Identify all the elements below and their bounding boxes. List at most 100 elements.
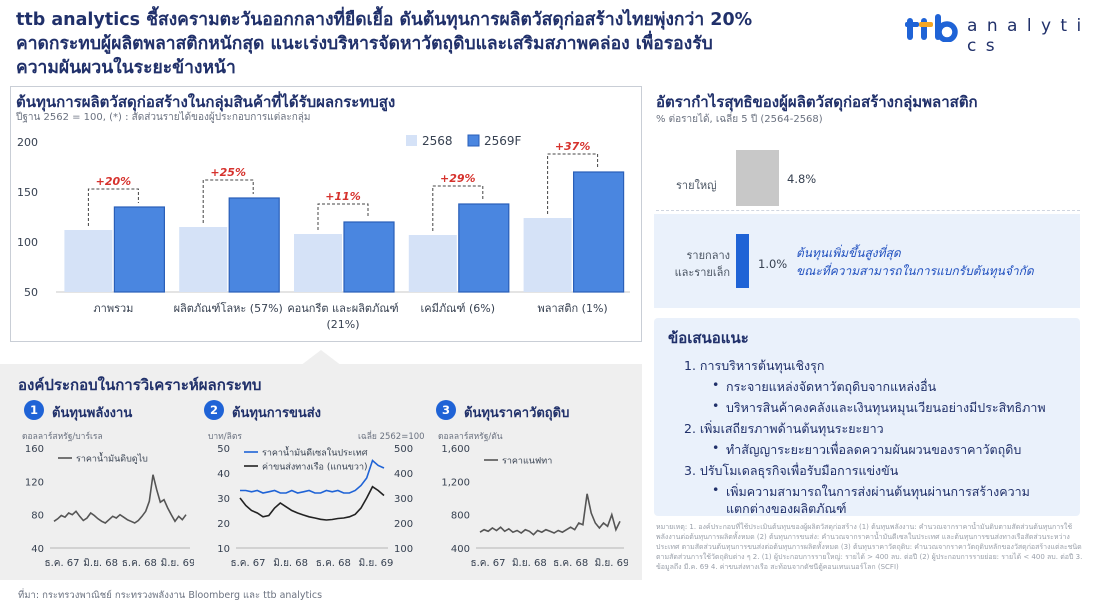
y-tick-label: 800 — [451, 511, 470, 522]
bar-2568 — [408, 235, 457, 292]
rec-3-bullet-2: แตกต่างของผลิตภัณฑ์ — [726, 501, 847, 516]
headline-line-1: ttb analytics ชี้สงครามตะวันออกกลางที่ยื… — [16, 10, 753, 30]
y-tick-label: 1,600 — [441, 444, 470, 455]
series-line — [240, 459, 385, 494]
change-bracket — [547, 153, 599, 214]
bar-2568 — [523, 218, 572, 292]
badge-3: 3 — [436, 400, 456, 420]
large-producer-value: 4.8% — [787, 172, 817, 186]
bar-2568 — [64, 230, 113, 292]
recommendations-panel — [654, 318, 1080, 516]
rec-2: 2. เพิ่มเสถียรภาพด้านต้นทุนระยะยาว — [684, 421, 884, 436]
change-bracket — [202, 179, 254, 223]
callout-pointer — [300, 350, 342, 366]
components-panel — [0, 350, 642, 580]
rec-1: 1. การบริหารต้นทุนเชิงรุก — [684, 358, 825, 373]
components-title: องค์ประกอบในการวิเคราะห์ผลกระทบ — [18, 376, 262, 394]
y-tick-label: 100 — [17, 236, 38, 249]
margin-separator — [656, 210, 1080, 211]
change-label: +25% — [210, 166, 246, 179]
transport-note: เฉลี่ย 2562=100 — [358, 432, 425, 442]
x-tick-label: ธ.ค. 68 — [553, 558, 588, 569]
legend-label: ราคาแนฟทา — [502, 457, 552, 467]
y-tick-label: 30 — [217, 494, 230, 505]
headline-line-3: ความผันผวนในระยะข้างหน้า — [16, 58, 236, 78]
y-tick-label: 400 — [451, 544, 470, 555]
change-label: +37% — [555, 140, 591, 153]
y-tick-label: 40 — [31, 544, 44, 555]
cost-bar-chart: 50 100 150 200 +20% ภาพรวม +25% ผลิตภัณฑ์โลหะ (… — [17, 134, 630, 331]
small-producer-box — [654, 214, 1080, 308]
small-producer-value: 1.0% — [758, 257, 788, 271]
energy-title: ต้นทุนพลังงาน — [52, 406, 133, 421]
margin-callout-2: ขณะที่ความสามารถในการแบกรับต้นทุนจำกัด — [796, 264, 1034, 278]
source-note: ที่มา: กระทรวงพาณิชย์ กระทรวงพลังงาน Blo… — [18, 590, 323, 601]
ttb-logo-icon — [905, 14, 958, 43]
bar-2569f — [343, 221, 395, 293]
material-unit: ดอลลาร์สหรัฐ/ตัน — [438, 432, 503, 442]
x-tick-label: มิ.ย. 68 — [273, 558, 308, 569]
bar-2568 — [179, 227, 228, 292]
legend-label: 2568 — [422, 134, 453, 148]
x-tick-label: มิ.ย. 69 — [359, 558, 394, 569]
x-tick-label: ธ.ค. 68 — [316, 558, 351, 569]
x-tick-label: มิ.ย. 69 — [161, 558, 194, 569]
rec-3: 3. ปรับโมเดลธุรกิจเพื่อรับมือการแข่งขัน — [684, 463, 899, 478]
material-line-chart: 400 800 1,200 1,600 ธ.ค. 67 มิ.ย. 68 ธ.ค. 68 มิ… — [441, 444, 628, 569]
change-bracket — [432, 185, 484, 231]
bar-2569f — [458, 203, 510, 293]
change-label: +29% — [440, 172, 476, 185]
margin-subtitle: % ต่อรายได้, เฉลี่ย 5 ปี (2564-2568) — [656, 114, 823, 125]
rec-bullet-dot: • — [712, 398, 720, 413]
x-tick-label: ธ.ค. 67 — [470, 558, 505, 569]
ttb-logo: a n a l y t i c s — [905, 12, 1090, 56]
series-line — [53, 474, 187, 524]
headline-line-2: คาดกระทบผู้ผลิตพลาสติกหนักสุด แนะเร่งบริ… — [16, 34, 713, 54]
change-bracket — [87, 188, 139, 226]
badge-2: 2 — [204, 400, 224, 420]
bar-2569f — [572, 171, 625, 293]
category-label: คอนกรีต และผลิตภัณฑ์ — [287, 302, 398, 315]
bar-2568 — [294, 234, 342, 292]
material-title: ต้นทุนราคาวัตถุดิบ — [464, 406, 570, 421]
margin-title: อัตรากำไรสุทธิของผู้ผลิตวัสดุก่อสร้างกลุ… — [656, 93, 978, 111]
legend-label: ค่าขนส่งทางเรือ (แกนขวา) — [262, 462, 368, 473]
category-label: ผลิตภัณฑ์โลหะ (57%) — [174, 301, 283, 315]
category-label: พลาสติก (1%) — [537, 302, 607, 315]
rec-1-bullet-2: บริหารสินค้าคงคลังและเงินทุนหมุนเวียนอย่… — [726, 400, 1046, 415]
y-tick-label: 160 — [25, 444, 44, 455]
y2-tick-label: 400 — [394, 469, 413, 480]
change-bracket — [317, 203, 369, 230]
y-tick-label: 120 — [25, 477, 44, 488]
transport-title: ต้นทุนการขนส่ง — [232, 406, 321, 421]
category-label: ภาพรวม — [93, 302, 133, 315]
badge-1: 1 — [24, 400, 44, 420]
y-tick-label: 40 — [217, 469, 230, 480]
large-producer-label: รายใหญ่ — [676, 179, 717, 192]
category-label: เคมีภัณฑ์ (6%) — [421, 302, 496, 315]
transport-unit: บาท/ลิตร — [208, 432, 242, 442]
series-line — [239, 485, 385, 521]
recommendations-title: ข้อเสนอแนะ — [668, 329, 749, 347]
y2-tick-label: 100 — [394, 544, 413, 555]
y-tick-label: 20 — [217, 519, 230, 530]
y2-tick-label: 200 — [394, 519, 413, 530]
cost-panel-subtitle: ปีฐาน 2562 = 100, (*) : สัดส่วนรายได้ของ… — [16, 112, 311, 123]
large-producer-bar — [736, 150, 779, 206]
headline: ttb analytics ชี้สงครามตะวันออกกลางที่ยื… — [16, 8, 896, 80]
logo-word: a n a l y t i c s — [967, 16, 1084, 56]
rec-1-bullet-1: กระจายแหล่งจัดหาวัตถุดิบจากแหล่งอื่น — [726, 379, 937, 394]
y-tick-label: 1,200 — [441, 477, 470, 488]
rec-3-bullet-1: เพิ่มความสามารถในการส่งผ่านต้นทุนผ่านการ… — [726, 484, 1030, 499]
bar-2569f — [113, 206, 166, 293]
rec-bullet-dot: • — [712, 482, 720, 497]
margin-callout-1: ต้นทุนเพิ่มขึ้นสูงที่สุด — [796, 246, 901, 260]
legend-label: 2569F — [484, 134, 522, 148]
transport-line-chart: 10 20 30 40 50 100 200 300 400 500 ธ.ค. 67 มิ.ย. 68… — [217, 444, 413, 569]
y2-tick-label: 300 — [394, 494, 413, 505]
x-tick-label: ธ.ค. 68 — [122, 558, 157, 569]
x-tick-label: มิ.ย. 68 — [512, 558, 547, 569]
small-producer-bar — [736, 234, 749, 288]
small-producer-label-1: รายกลาง — [686, 249, 730, 262]
y-tick-label: 10 — [217, 544, 230, 555]
